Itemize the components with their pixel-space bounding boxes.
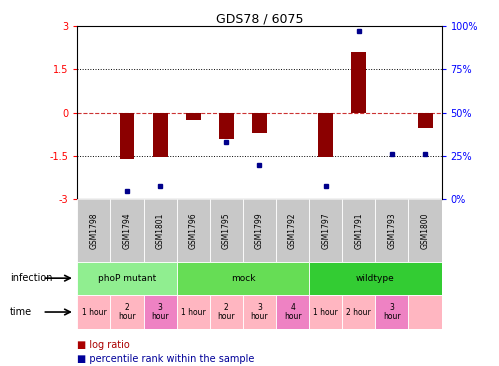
Bar: [144, 199, 177, 262]
Text: ■ percentile rank within the sample: ■ percentile rank within the sample: [77, 354, 254, 364]
Text: GSM1796: GSM1796: [189, 212, 198, 249]
Text: 1 hour: 1 hour: [181, 307, 206, 317]
Text: GSM1791: GSM1791: [354, 212, 363, 249]
Bar: [219, 113, 234, 139]
Text: 4
hour: 4 hour: [284, 303, 301, 321]
Text: GDS78 / 6075: GDS78 / 6075: [216, 13, 303, 26]
Text: GSM1797: GSM1797: [321, 212, 330, 249]
Bar: [409, 295, 442, 329]
Bar: [177, 199, 210, 262]
Text: 2
hour: 2 hour: [118, 303, 136, 321]
Text: GSM1798: GSM1798: [89, 212, 98, 249]
Text: GSM1799: GSM1799: [255, 212, 264, 249]
Bar: [375, 295, 409, 329]
Text: 2 hour: 2 hour: [346, 307, 371, 317]
Bar: [186, 113, 201, 120]
Text: 1 hour: 1 hour: [81, 307, 106, 317]
Text: infection: infection: [10, 273, 52, 283]
Bar: [77, 262, 177, 295]
Text: 3
hour: 3 hour: [151, 303, 169, 321]
Bar: [418, 113, 433, 128]
Text: wildtype: wildtype: [356, 274, 395, 283]
Bar: [409, 199, 442, 262]
Bar: [252, 113, 267, 133]
Bar: [110, 295, 144, 329]
Bar: [177, 295, 210, 329]
Text: GSM1792: GSM1792: [288, 212, 297, 249]
Bar: [318, 113, 333, 157]
Text: 3
hour: 3 hour: [250, 303, 268, 321]
Bar: [77, 199, 110, 262]
Bar: [309, 295, 342, 329]
Text: 2
hour: 2 hour: [218, 303, 235, 321]
Text: GSM1794: GSM1794: [123, 212, 132, 249]
Bar: [243, 199, 276, 262]
Text: GSM1795: GSM1795: [222, 212, 231, 249]
Bar: [210, 295, 243, 329]
Bar: [120, 113, 134, 159]
Text: 1 hour: 1 hour: [313, 307, 338, 317]
Bar: [110, 199, 144, 262]
Text: GSM1801: GSM1801: [156, 212, 165, 249]
Bar: [153, 113, 168, 157]
Bar: [210, 199, 243, 262]
Bar: [309, 199, 342, 262]
Text: phoP mutant: phoP mutant: [98, 274, 156, 283]
Text: GSM1793: GSM1793: [387, 212, 396, 249]
Bar: [243, 295, 276, 329]
Text: GSM1800: GSM1800: [421, 212, 430, 249]
Text: mock: mock: [231, 274, 255, 283]
Bar: [177, 262, 309, 295]
Bar: [309, 262, 442, 295]
Bar: [144, 295, 177, 329]
Text: 3
hour: 3 hour: [383, 303, 401, 321]
Bar: [342, 295, 375, 329]
Bar: [276, 199, 309, 262]
Text: ■ log ratio: ■ log ratio: [77, 340, 130, 350]
Bar: [77, 295, 110, 329]
Bar: [375, 199, 409, 262]
Bar: [342, 199, 375, 262]
Text: time: time: [10, 307, 32, 317]
Bar: [351, 52, 366, 113]
Bar: [276, 295, 309, 329]
